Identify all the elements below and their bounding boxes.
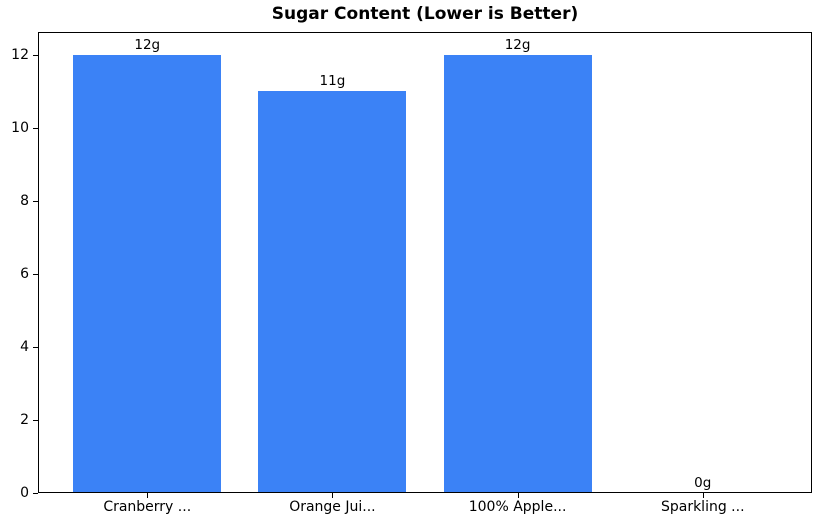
bar-value-label: 12g [134, 36, 161, 53]
y-axis-tick [33, 493, 38, 494]
y-axis-tick-label: 10 [11, 119, 29, 136]
x-axis-tick [702, 493, 704, 498]
y-axis-tick-label: 0 [20, 485, 29, 501]
x-axis-tick-label: 100% Apple... [468, 499, 567, 515]
y-axis-tick-label: 8 [20, 192, 29, 209]
bar-2 [258, 91, 407, 492]
y-axis-tick [33, 200, 38, 202]
y-axis-tick-label: 12 [11, 46, 29, 63]
y-axis-tick-label: 4 [20, 338, 29, 355]
bar-1 [73, 54, 222, 492]
y-axis-tick [33, 419, 38, 421]
bar-value-label: 11g [319, 73, 346, 90]
y-axis-tick-label: 6 [20, 265, 29, 282]
x-axis-tick [332, 493, 334, 498]
y-axis-tick [33, 54, 38, 56]
x-axis-tick-label: Sparkling ... [660, 499, 745, 515]
bar-value-label: 0g [694, 475, 712, 491]
bar-value-label: 12g [504, 36, 531, 53]
x-axis-tick-label: Orange Jui... [289, 499, 376, 515]
chart-title: Sugar Content (Lower is Better) [271, 4, 579, 24]
y-axis-tick-label: 2 [20, 411, 29, 428]
y-axis-tick [33, 127, 38, 129]
y-axis-tick [33, 273, 38, 275]
x-axis-tick-label: Cranberry ... [103, 499, 192, 515]
bar-3 [443, 54, 592, 492]
x-axis-tick [147, 493, 149, 498]
y-axis-tick [33, 346, 38, 348]
x-axis-tick [517, 493, 519, 498]
